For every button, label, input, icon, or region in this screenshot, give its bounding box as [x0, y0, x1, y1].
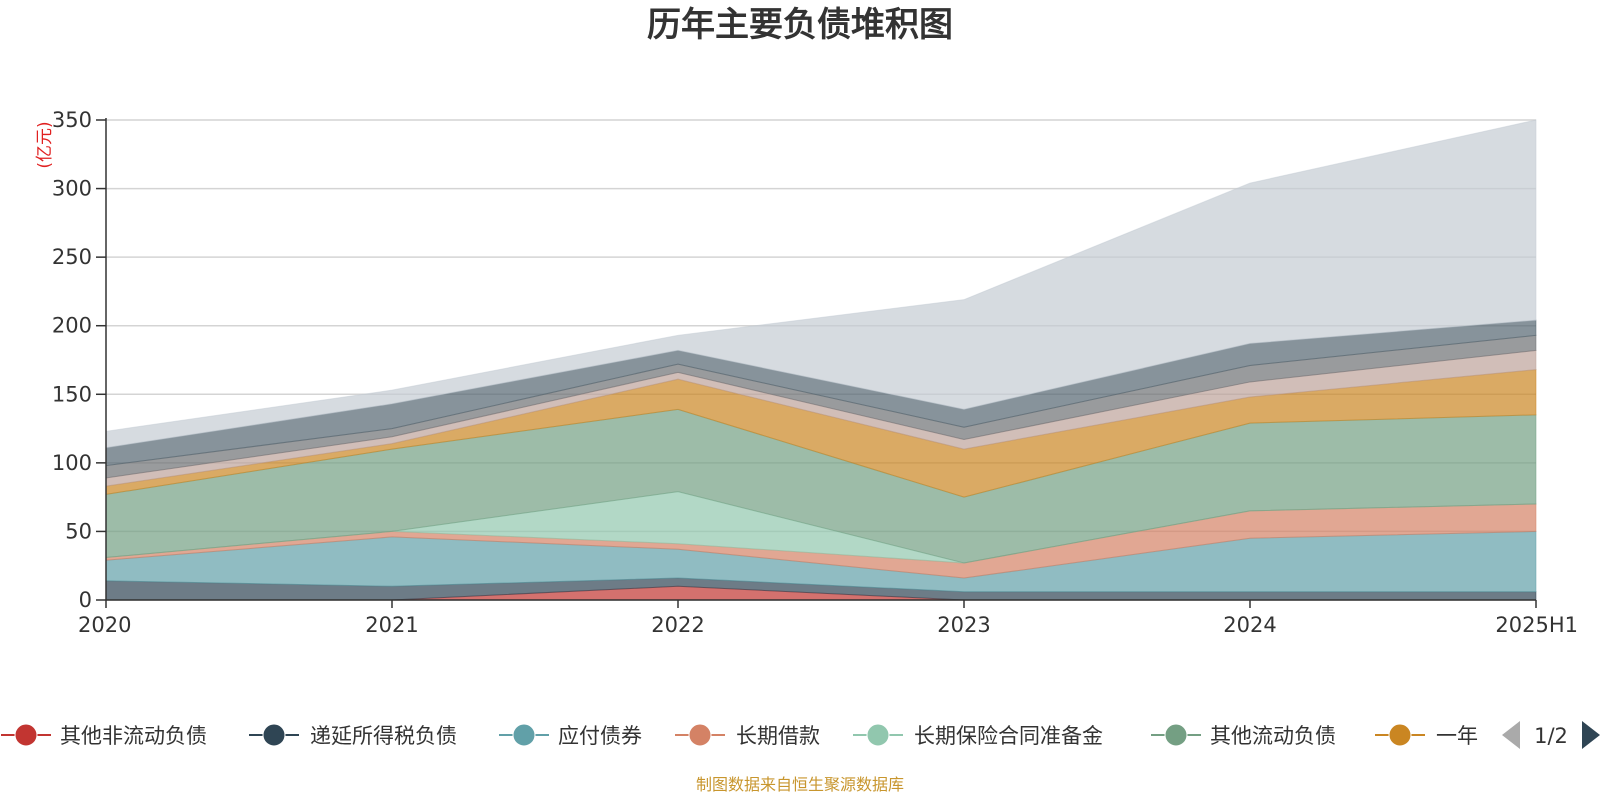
legend-item-5[interactable]: 其他流动负债 [1151, 723, 1336, 748]
chart-title: 历年主要负债堆积图 [647, 5, 953, 45]
legend-marker [14, 723, 38, 747]
legend-next-arrow-icon[interactable] [1582, 721, 1600, 749]
unit-label: (亿元) [35, 121, 55, 168]
series-areas [105, 119, 1537, 601]
y-tick-label: 50 [65, 519, 92, 543]
legend-label: 一年 [1436, 724, 1478, 748]
x-tick-label: 2022 [651, 613, 704, 637]
y-tick-label: 150 [52, 382, 92, 406]
legend-item-1[interactable]: 递延所得税负债 [249, 723, 457, 748]
legend-prev-arrow-icon[interactable] [1502, 721, 1520, 749]
legend-marker [1164, 723, 1188, 747]
legend-item-6[interactable]: 一年 [1375, 723, 1478, 748]
legend-pager: 1/2 [1502, 721, 1600, 749]
y-tick-label: 0 [79, 588, 92, 612]
x-tick-label: 2020 [78, 613, 131, 637]
y-tick-label: 100 [52, 451, 92, 475]
legend-label: 其他非流动负债 [60, 724, 207, 748]
legend-item-0[interactable]: 其他非流动负债 [1, 723, 207, 748]
x-tick-label: 2025H1 [1495, 613, 1578, 637]
legend-label: 递延所得税负债 [310, 724, 457, 748]
legend-item-4[interactable]: 长期保险合同准备金 [853, 723, 1103, 748]
x-tick-label: 2024 [1223, 613, 1276, 637]
y-tick-label: 250 [52, 245, 92, 269]
x-tick-label: 2021 [365, 613, 418, 637]
legend-marker [512, 723, 536, 747]
legend-item-3[interactable]: 长期借款 [675, 723, 820, 748]
y-tick-label: 300 [52, 177, 92, 201]
series-area-10 [105, 119, 1537, 449]
legend-marker [1388, 723, 1412, 747]
source-note: 制图数据来自恒生聚源数据库 [696, 775, 904, 794]
legend-label: 其他流动负债 [1210, 724, 1336, 748]
legend-label: 长期借款 [736, 724, 820, 748]
legend-marker [262, 723, 286, 747]
axes: 0 50 100 150 200 250 300 350 2020 2021 2022 2023 202… [52, 108, 1578, 637]
y-tick-label: 350 [52, 108, 92, 132]
legend-item-2[interactable]: 应付债券 [499, 723, 642, 748]
legend-page-indicator: 1/2 [1534, 724, 1568, 748]
legend-label: 应付债券 [558, 724, 642, 748]
x-tick-label: 2023 [937, 613, 990, 637]
legend-marker [866, 723, 890, 747]
legend-label: 长期保险合同准备金 [914, 724, 1103, 748]
legend-marker [688, 723, 712, 747]
y-tick-label: 200 [52, 314, 92, 338]
legend: 其他非流动负债 递延所得税负债 应付债券 长期借款 长期保险合同准备金 其他流动负债 一年 [1, 723, 1478, 748]
